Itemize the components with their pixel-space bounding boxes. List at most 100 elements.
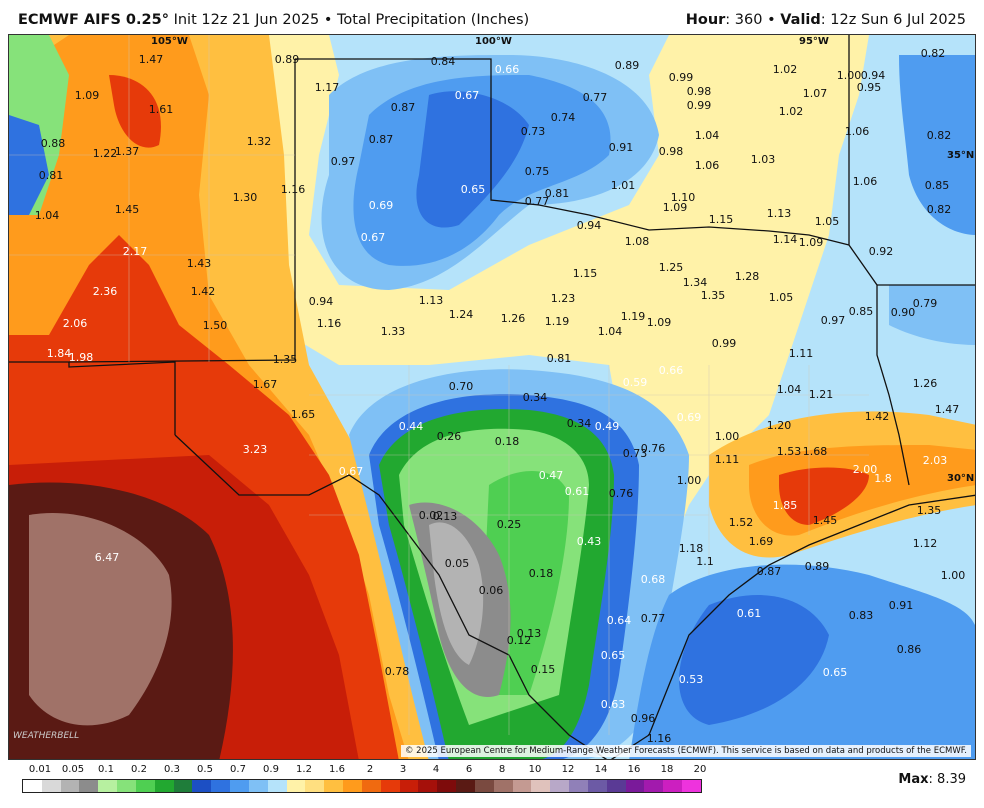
precip-value-label: 0.18	[529, 567, 554, 580]
valid-value: : 12z Sun 6 Jul 2025	[820, 12, 966, 28]
precip-value-label: 0.53	[679, 673, 704, 686]
precip-value-label: 0.67	[361, 231, 386, 244]
precip-value-label: 1.11	[715, 453, 740, 466]
precip-value-label: 0.66	[659, 364, 684, 377]
legend-tick-label: 4	[432, 764, 440, 775]
precip-value-label: 0.77	[641, 612, 666, 625]
precip-value-label: 1.45	[813, 514, 838, 527]
precip-value-label: 1.00	[715, 430, 740, 443]
precip-value-label: 1.26	[913, 377, 938, 390]
legend-tick-label: 12	[561, 764, 575, 775]
precip-value-label: 1.35	[917, 504, 942, 517]
legend-tick-label: 20	[693, 764, 707, 775]
precip-value-label: 0.87	[757, 565, 782, 578]
precip-value-label: 0.82	[921, 47, 946, 60]
precip-value-label: 0.77	[525, 195, 550, 208]
blue-north-core	[416, 91, 529, 228]
legend-swatch	[380, 780, 400, 792]
state-borders	[9, 35, 975, 759]
max-label: Max	[898, 772, 929, 787]
legend-swatch	[531, 780, 551, 792]
precip-value-label: 0.89	[615, 59, 640, 72]
tx-la-border	[848, 35, 910, 486]
precip-value-label: 0.85	[849, 305, 874, 318]
precip-value-label: 0.18	[495, 435, 520, 448]
precip-value-label: 1.8	[874, 472, 892, 485]
precip-value-label: 2.06	[63, 317, 88, 330]
legend-swatch	[154, 780, 174, 792]
precip-value-label: 2.00	[853, 463, 878, 476]
precip-value-label: 1.47	[935, 403, 960, 416]
legend-tick-label: 8	[498, 764, 506, 775]
legend-swatch	[286, 780, 306, 792]
precip-value-label: 1.19	[621, 310, 646, 323]
longitude-labels: 105°W 100°W 95°W 35°N 30°N	[151, 36, 974, 484]
legend-swatch	[663, 780, 682, 792]
precip-value-label: 1.00	[677, 474, 702, 487]
precip-value-label: 3.23	[243, 443, 268, 456]
precip-map: 105°W 100°W 95°W 35°N 30°N 1.47 1.09 1.61 0…	[8, 34, 976, 760]
legend-swatch	[211, 780, 231, 792]
lon-label-95: 95°W	[799, 36, 829, 47]
precip-value-label: 1.53	[777, 445, 802, 458]
east-blue	[889, 285, 975, 345]
legend-tick-label: 3	[399, 764, 407, 775]
precip-value-label: 0.84	[431, 55, 456, 68]
precip-value-label: 1.06	[845, 125, 870, 138]
precip-value-label: 0.68	[641, 573, 666, 586]
precip-value-label: 0.79	[913, 297, 938, 310]
precip-value-label: 0.91	[609, 141, 634, 154]
precip-value-label: 0.25	[497, 518, 522, 531]
hour-value: : 360 •	[725, 12, 781, 28]
precip-value-label: 1.16	[647, 732, 672, 745]
map-title: ECMWF AIFS 0.25° Init 12z 21 Jun 2025 • …	[18, 12, 529, 28]
red-north-blob	[109, 75, 161, 148]
precip-value-label: 1.18	[679, 542, 704, 555]
precip-value-label: 0.59	[623, 376, 648, 389]
precip-value-label: 1.34	[683, 276, 708, 289]
precip-value-label: 1.50	[203, 319, 228, 332]
precip-value-label: 0.73	[623, 447, 648, 460]
gulf-blue-core	[679, 595, 829, 725]
precip-value-label: 6.47	[95, 551, 120, 564]
precip-value-label: 0.90	[891, 306, 916, 319]
legend-tick-label: 1.6	[329, 764, 345, 775]
precip-value-label: 0.26	[437, 430, 462, 443]
precip-value-label: 1.42	[191, 285, 216, 298]
precip-value-label: 1.42	[865, 410, 890, 423]
precip-value-label: 0.73	[521, 125, 546, 138]
gulf-coast	[610, 494, 975, 759]
lat-label-35: 35°N	[947, 150, 974, 161]
precip-value-label: 0.91	[889, 599, 914, 612]
legend-colorbar	[22, 779, 702, 793]
precip-value-label: 1.35	[273, 353, 298, 366]
legend-swatch	[343, 780, 362, 792]
precip-value-label: 1.04	[598, 325, 623, 338]
precip-value-label: 1.01	[611, 179, 636, 192]
precip-value-label: 1.61	[149, 103, 174, 116]
precip-value-label: 0.65	[601, 649, 626, 662]
legend-swatch	[60, 780, 80, 792]
precip-value-label: 0.96	[631, 712, 656, 725]
weatherbell-logo: WEATHERBELL	[13, 731, 80, 741]
precip-value-label: 0.13	[433, 510, 458, 523]
precip-value-label: 0.76	[641, 442, 666, 455]
precip-value-label: 0.88	[41, 137, 66, 150]
precip-value-label: 1.69	[749, 535, 774, 548]
grid-lines-nm	[9, 35, 295, 362]
precip-value-label: 0.81	[545, 187, 570, 200]
legend-swatch	[135, 780, 155, 792]
legend-tick-label: 2	[366, 764, 374, 775]
precip-value-label: 0.81	[547, 352, 572, 365]
precip-value-label: 0.12	[507, 634, 532, 647]
precip-value-label: 0.78	[385, 665, 410, 678]
legend-tick-label: 0.2	[131, 764, 147, 775]
nm-mexico-border	[9, 361, 176, 435]
precip-value-label: 1.1	[696, 555, 714, 568]
precip-value-label: 1.37	[115, 145, 140, 158]
precip-value-label: 1.03	[751, 153, 776, 166]
precip-value-label: 0.61	[565, 485, 590, 498]
precip-value-label: 1.04	[35, 209, 60, 222]
precip-value-label: 0.63	[601, 698, 626, 711]
precip-value-label: 0.99	[687, 99, 712, 112]
